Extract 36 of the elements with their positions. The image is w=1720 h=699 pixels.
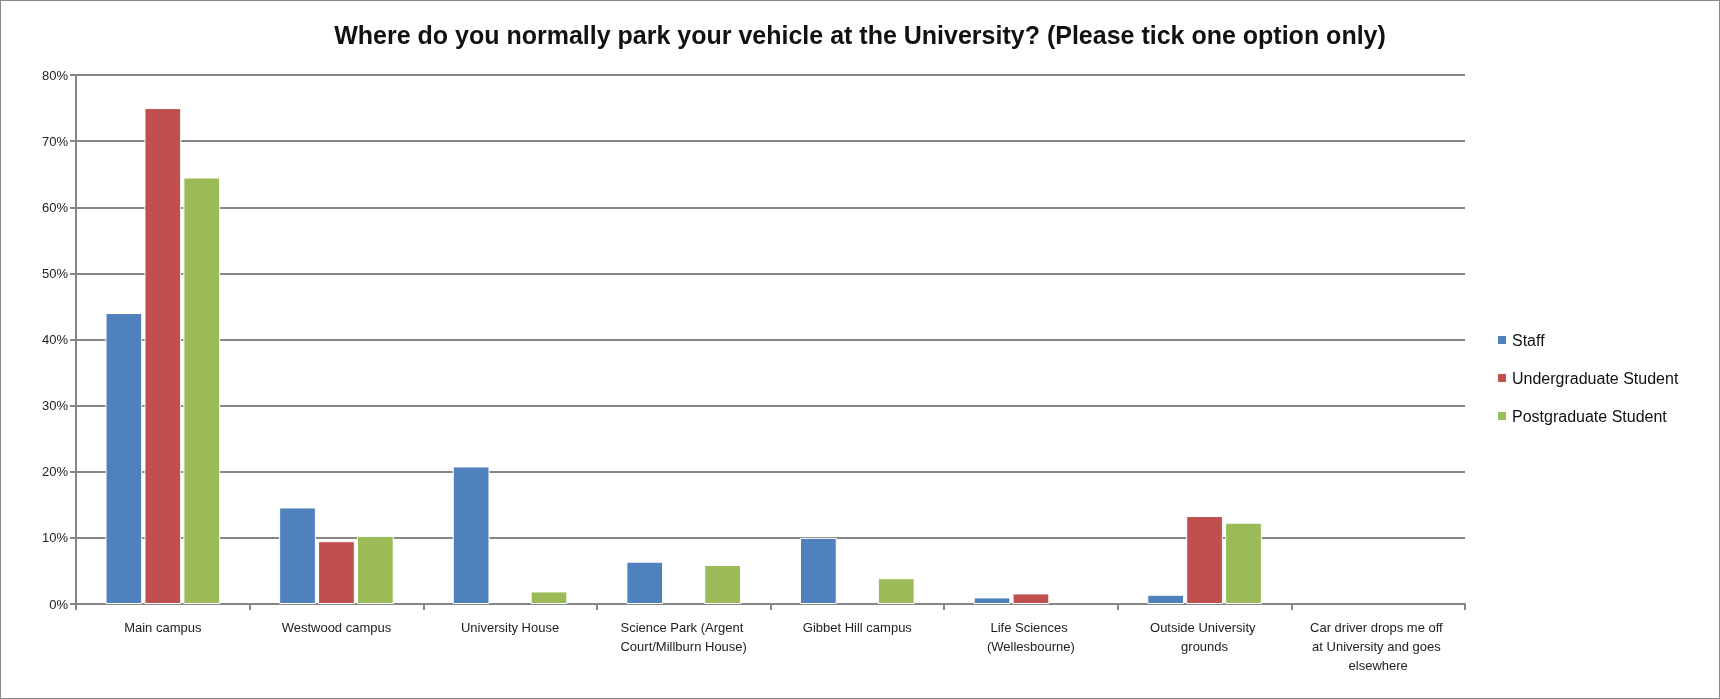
y-tick-label: 50% (41, 265, 69, 281)
bar (626, 561, 664, 604)
y-tick-label: 30% (41, 398, 69, 414)
y-tick-label: 20% (41, 464, 69, 480)
bar (530, 591, 568, 604)
x-tick-label: Westwood campus (281, 620, 392, 635)
x-tick-label: Main campus (124, 620, 202, 635)
legend-label: Undergraduate Student (1512, 369, 1679, 387)
bar (800, 537, 837, 604)
x-tick-label: Life Sciences (Wellesbourne) (986, 620, 1075, 654)
chart-title: Where do you normally park your vehicle at the University? (Please tick one option only) (334, 20, 1386, 49)
bar (704, 564, 741, 604)
x-tick-label: Car driver drops me off at University and goes elsewhere (1310, 620, 1447, 673)
bar (1186, 516, 1223, 604)
y-tick-label: 40% (41, 332, 69, 347)
y-tick-label: 10% (41, 530, 69, 546)
bar (1147, 594, 1184, 604)
bar (144, 108, 182, 604)
x-tick-label: Gibbet Hill campus (802, 620, 913, 635)
legend-label: Staff (1512, 331, 1546, 349)
x-tick-label: University House (460, 620, 560, 635)
bar (452, 466, 490, 604)
bar (318, 541, 355, 604)
x-tick-label: Science Park (Argent Court/Millburn House) (620, 620, 747, 654)
y-tick-label: 0% (49, 596, 69, 612)
y-tick-label: 80% (41, 67, 69, 83)
bar (1225, 522, 1262, 604)
bar (279, 507, 316, 604)
legend-label: Postgraduate Student (1512, 407, 1668, 425)
bar (357, 535, 394, 604)
y-tick-label: 60% (41, 199, 69, 215)
bar (877, 578, 915, 604)
bar (183, 177, 221, 604)
y-tick-label: 70% (41, 133, 69, 149)
x-tick-label: Outside University grounds (1150, 620, 1260, 654)
bar (105, 313, 143, 604)
